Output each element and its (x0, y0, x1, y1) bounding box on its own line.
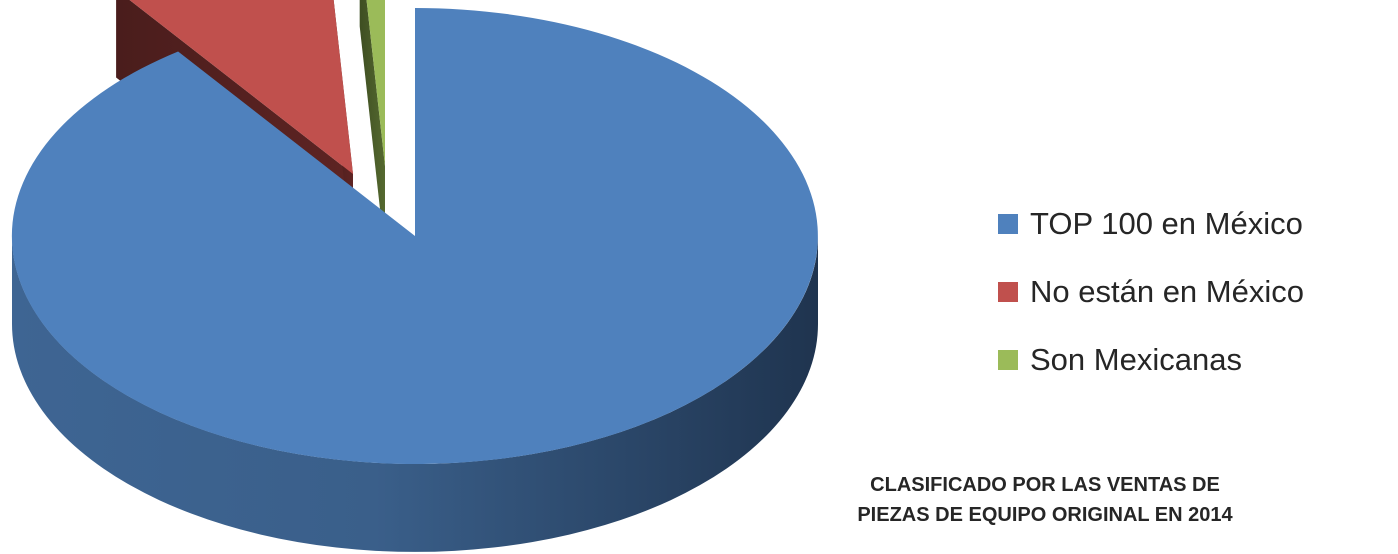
slice-edge-mexicanas-0 (359, 0, 385, 254)
slice-mexicanas (366, 0, 385, 166)
legend-item-mexicanas: Son Mexicanas (998, 326, 1304, 394)
legend-label-no-mexico: No están en México (1030, 274, 1304, 309)
legend-item-top100: TOP 100 en México (998, 190, 1304, 258)
slice-no-mexico (129, 0, 353, 174)
slice-wall-top100 (12, 236, 818, 552)
legend-swatch-no-mexico (998, 282, 1018, 302)
legend: TOP 100 en México No están en México Son… (998, 190, 1304, 394)
legend-item-no-mexico: No están en México (998, 258, 1304, 326)
caption-line-1: CLASIFICADO POR LAS VENTAS DE (870, 474, 1220, 496)
chart-caption: CLASIFICADO POR LAS VENTAS DE PIEZAS DE … (840, 470, 1250, 530)
legend-swatch-top100 (998, 214, 1018, 234)
legend-label-top100: TOP 100 en México (1030, 206, 1303, 241)
caption-line-2: PIEZAS DE EQUIPO ORIGINAL EN 2014 (857, 504, 1233, 526)
legend-swatch-mexicanas (998, 350, 1018, 370)
slice-top100 (11, 8, 818, 464)
legend-label-mexicanas: Son Mexicanas (1030, 342, 1242, 377)
